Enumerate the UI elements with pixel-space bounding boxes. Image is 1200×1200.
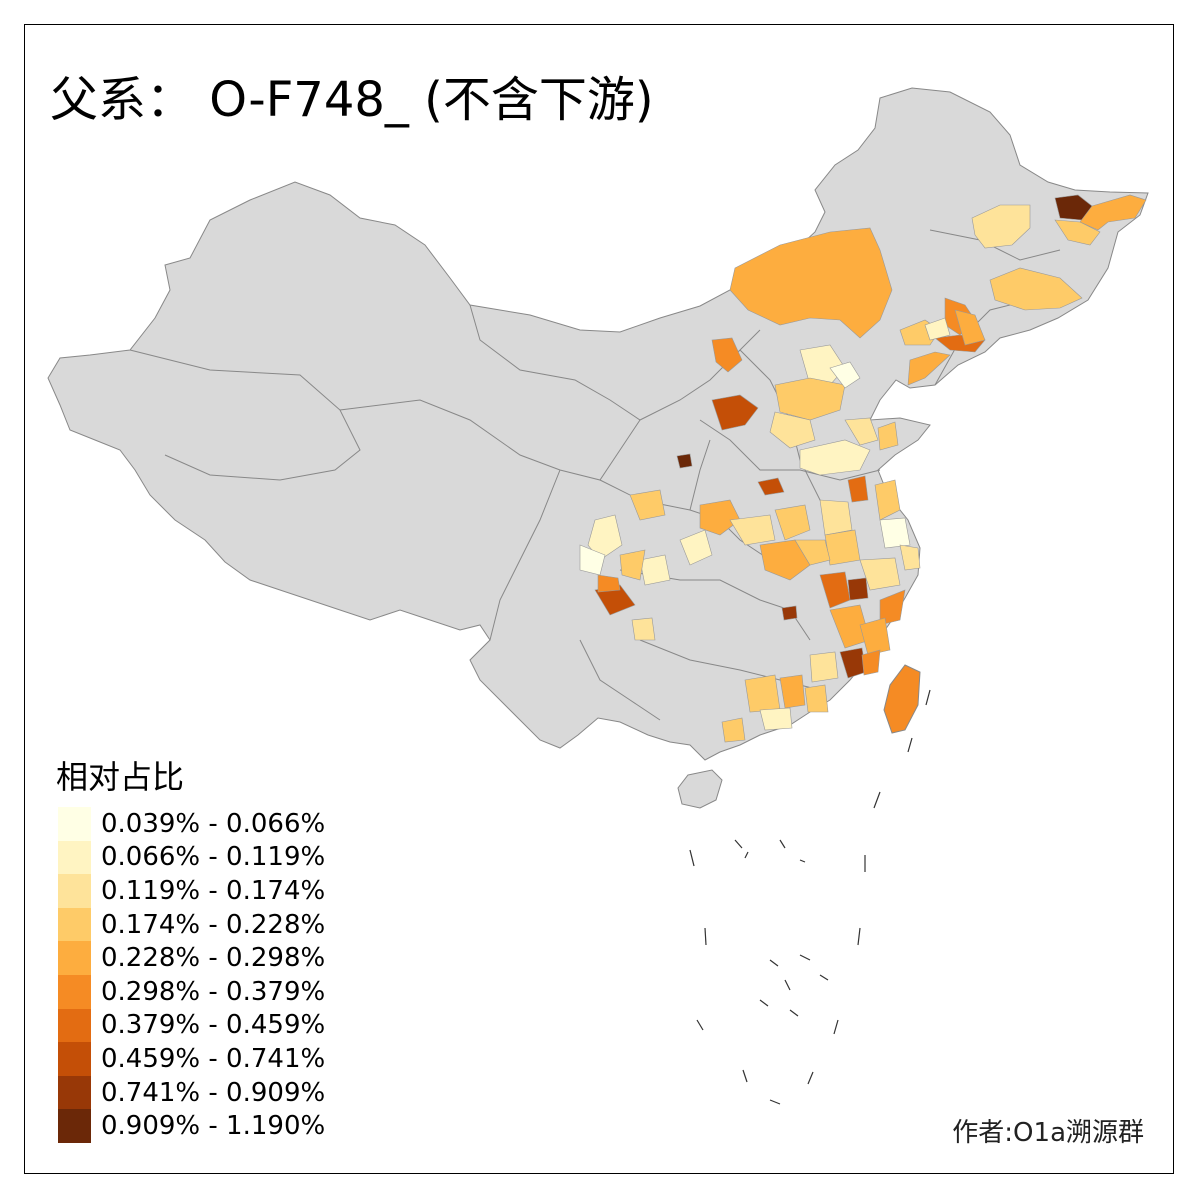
region-hulunbuir bbox=[729, 227, 893, 339]
region-jiangxi-2 bbox=[847, 577, 869, 601]
region-fujian-2 bbox=[861, 649, 881, 676]
legend-item: 0.741% - 0.909% bbox=[58, 1075, 326, 1110]
region-guangxi bbox=[721, 717, 746, 743]
region-beijing bbox=[829, 361, 861, 389]
region-guizhou bbox=[631, 617, 656, 641]
legend-swatch bbox=[58, 974, 91, 1009]
region-zhejiang-2 bbox=[879, 589, 906, 626]
region-shandong-2 bbox=[799, 439, 871, 476]
legend-swatch bbox=[58, 1075, 91, 1110]
legend-label: 0.039% - 0.066% bbox=[101, 808, 326, 839]
hainan-island bbox=[677, 769, 723, 809]
region-guangdong-3 bbox=[759, 707, 793, 731]
legend-item: 0.119% - 0.174% bbox=[58, 874, 325, 908]
legend-label: 0.909% - 1.190% bbox=[101, 1111, 326, 1142]
region-henan-2 bbox=[729, 514, 776, 546]
legend-swatch bbox=[58, 874, 91, 908]
legend-swatch bbox=[58, 807, 91, 841]
legend-label: 0.459% - 0.741% bbox=[101, 1043, 326, 1074]
region-harbin-mudanjiang bbox=[989, 267, 1083, 311]
highlighted-regions bbox=[579, 194, 1147, 743]
region-sichuan-4 bbox=[619, 549, 646, 581]
region-wuxi bbox=[899, 544, 921, 571]
region-shanxi-dark bbox=[711, 394, 759, 431]
region-hunan-dot bbox=[781, 605, 798, 621]
legend-label: 0.379% - 0.459% bbox=[101, 1010, 326, 1041]
legend-item: 0.039% - 0.066% bbox=[58, 807, 325, 841]
region-henan-3 bbox=[774, 504, 811, 541]
taiwan-island bbox=[883, 664, 921, 734]
region-henan-dark bbox=[757, 477, 785, 496]
region-guangdong-4 bbox=[804, 684, 829, 713]
region-liaoning-2 bbox=[924, 317, 951, 341]
region-baotou bbox=[711, 337, 743, 373]
region-fujian-1 bbox=[859, 617, 891, 656]
region-xuzhou bbox=[847, 475, 869, 503]
legend-label: 0.119% - 0.174% bbox=[101, 875, 326, 906]
legend: 0.039% - 0.066% 0.066% - 0.119% 0.119% - 0… bbox=[58, 807, 325, 1143]
region-ordos-dot bbox=[676, 453, 693, 469]
region-shuangyashan bbox=[1054, 219, 1101, 246]
region-sichuan-3 bbox=[597, 574, 621, 593]
map-title: 父系： O-F748_ (不含下游) bbox=[50, 72, 654, 128]
region-hubei-3 bbox=[679, 529, 713, 566]
region-hubei-1 bbox=[759, 539, 811, 581]
region-liaoning-3 bbox=[954, 309, 986, 346]
legend-item: 0.459% - 0.741% bbox=[58, 1042, 325, 1076]
legend-item: 0.909% - 1.190% bbox=[58, 1109, 325, 1143]
legend-swatch bbox=[58, 907, 91, 942]
region-qiqihar bbox=[971, 204, 1031, 249]
legend-label: 0.066% - 0.119% bbox=[101, 842, 326, 873]
region-anhui-1 bbox=[819, 499, 853, 536]
legend-swatch bbox=[58, 1042, 91, 1076]
region-sichuan-1 bbox=[587, 514, 623, 561]
region-hebei-2 bbox=[774, 377, 846, 421]
region-dalian bbox=[907, 351, 951, 386]
region-hubei-2 bbox=[794, 539, 831, 566]
region-anhui-2 bbox=[824, 529, 861, 566]
author-credit: 作者:O1a溯源群 bbox=[952, 1118, 1144, 1148]
region-shandong-1 bbox=[877, 421, 899, 451]
region-chongqing bbox=[639, 554, 671, 586]
legend-item: 0.298% - 0.379% bbox=[58, 974, 326, 1009]
legend-item: 0.379% - 0.459% bbox=[58, 1008, 326, 1043]
legend-label: 0.298% - 0.379% bbox=[101, 976, 326, 1007]
legend-item: 0.174% - 0.228% bbox=[58, 907, 326, 942]
region-shaanxi-1 bbox=[629, 489, 666, 521]
legend-item: 0.066% - 0.119% bbox=[58, 840, 326, 875]
region-jiangsu-2 bbox=[879, 517, 911, 549]
legend-swatch bbox=[58, 941, 91, 975]
region-zhejiang-1 bbox=[859, 557, 901, 591]
legend-item: 0.228% - 0.298% bbox=[58, 941, 325, 975]
china-mainland bbox=[47, 87, 1149, 761]
legend-label: 0.228% - 0.298% bbox=[101, 943, 326, 974]
region-hebei-3 bbox=[769, 411, 816, 449]
legend-swatch bbox=[58, 1109, 91, 1143]
region-shandong-3 bbox=[844, 417, 879, 446]
south-china-sea-marks bbox=[689, 689, 931, 1105]
region-guangdong-2 bbox=[744, 674, 781, 713]
region-henan-1 bbox=[699, 499, 741, 536]
legend-label: 0.741% - 0.909% bbox=[101, 1077, 326, 1108]
legend-swatch bbox=[58, 840, 91, 875]
legend-swatch bbox=[58, 1008, 91, 1043]
region-guangdong-5 bbox=[809, 651, 839, 683]
region-jiangsu-1 bbox=[874, 479, 901, 521]
legend-title: 相对占比 bbox=[56, 758, 185, 796]
region-guangdong-1 bbox=[779, 674, 806, 709]
legend-label: 0.174% - 0.228% bbox=[101, 909, 326, 940]
